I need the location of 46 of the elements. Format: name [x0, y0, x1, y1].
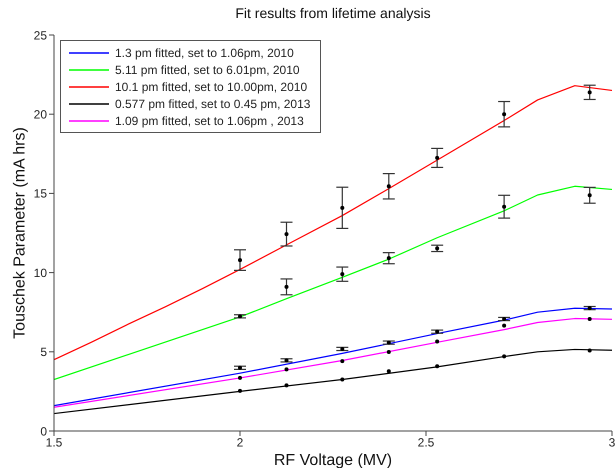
point [435, 156, 440, 160]
point [435, 340, 440, 344]
y-tick-label: 0 [40, 424, 48, 438]
legend-label: 0.577 pm fitted, set to 0.45 pm, 2013 [115, 96, 310, 110]
y-axis-title: Touschek Parameter (mA hrs) [12, 127, 29, 339]
point [435, 364, 440, 368]
point [386, 369, 391, 374]
legend-label: 10.1 pm fitted, set to 10.00pm, 2010 [115, 80, 308, 94]
point [340, 206, 344, 210]
legend-label: 1.3 pm fitted, set to 1.06pm, 2010 [115, 46, 294, 60]
x-tick-label: 2 [236, 436, 244, 450]
point [238, 388, 242, 393]
line-series [54, 348, 612, 414]
x-tick-label: 2.5 [418, 436, 435, 450]
y-tick-label: 5 [40, 345, 48, 360]
point [502, 324, 506, 328]
point [340, 359, 344, 364]
point [238, 376, 242, 380]
y-tick-label: 10 [34, 266, 48, 280]
x-axis-title: RF Voltage (MV) [274, 452, 392, 468]
legend-label: 1.09 pm fitted, set to 1.06pm , 2013 [115, 114, 304, 128]
point [386, 184, 391, 188]
y-tick-label: 20 [34, 107, 48, 122]
point [502, 204, 506, 209]
legend-label: 5.11 pm fitted, set to 6.01pm, 2010 [115, 62, 300, 76]
point [386, 350, 391, 354]
chart-title: Fit results from lifetime analysis [234, 5, 432, 21]
point [502, 354, 506, 358]
point [284, 284, 288, 289]
point [588, 348, 592, 353]
x-tick-label: 3 [608, 436, 615, 450]
x-tick-label: 1.5 [46, 436, 63, 450]
point [588, 193, 592, 198]
point [588, 90, 592, 94]
point [340, 272, 344, 276]
y-tick-label: 25 [34, 28, 48, 42]
line-series [54, 186, 612, 380]
point [284, 367, 288, 372]
point [502, 112, 506, 116]
point [238, 258, 242, 262]
point [588, 317, 592, 322]
point [284, 383, 288, 388]
point [284, 232, 288, 236]
y-tick-label: 15 [34, 186, 48, 201]
point [386, 256, 391, 260]
point [340, 378, 344, 382]
